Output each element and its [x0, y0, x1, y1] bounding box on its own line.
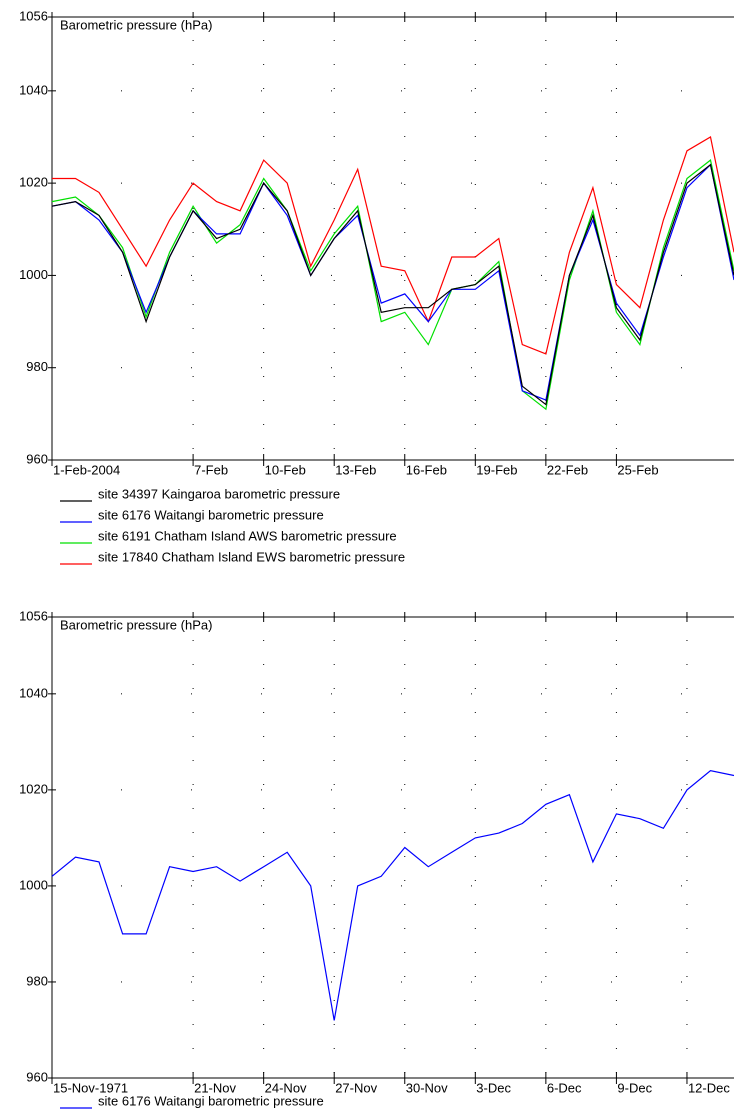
- x-tick-label: 15-Nov-1971: [53, 1080, 128, 1095]
- x-tick-label: 24-Nov: [265, 1080, 307, 1095]
- x-tick-label: 16-Feb: [406, 462, 447, 477]
- x-tick-label: 27-Nov: [335, 1080, 377, 1095]
- series-line: [52, 136, 734, 355]
- x-tick-label: 9-Dec: [617, 1080, 652, 1095]
- x-tick-label: 3-Dec: [476, 1080, 511, 1095]
- x-tick-label: 21-Nov: [194, 1080, 236, 1095]
- x-tick-label: 7-Feb: [194, 462, 228, 477]
- legend-label: site 17840 Chatham Island EWS barometric…: [98, 549, 405, 564]
- series-line: [51, 159, 734, 411]
- y-tick-label: 1020: [19, 175, 48, 190]
- y-tick-label: 1020: [19, 781, 48, 796]
- y-tick-label: 1056: [19, 608, 48, 623]
- chart-title: Barometric pressure (hPa): [60, 617, 212, 632]
- y-tick-label: 980: [26, 359, 48, 374]
- x-tick-label: 1-Feb-2004: [53, 462, 120, 477]
- y-tick-label: 960: [26, 1069, 48, 1084]
- x-tick-label: 13-Feb: [335, 462, 376, 477]
- legend-label: site 6176 Waitangi barometric pressure: [98, 1093, 324, 1108]
- y-tick-label: 1056: [19, 8, 48, 23]
- series-line: [51, 163, 734, 401]
- series-line: [51, 770, 734, 1021]
- y-tick-label: 980: [26, 973, 48, 988]
- legend-label: site 6191 Chatham Island AWS barometric …: [98, 528, 397, 543]
- x-tick-label: 25-Feb: [617, 462, 658, 477]
- y-tick-label: 960: [26, 451, 48, 466]
- legend-label: site 6176 Waitangi barometric pressure: [98, 507, 324, 522]
- x-tick-label: 22-Feb: [547, 462, 588, 477]
- y-tick-label: 1040: [19, 685, 48, 700]
- series-line: [51, 163, 734, 406]
- chart-title: Barometric pressure (hPa): [60, 17, 212, 32]
- y-tick-label: 1000: [19, 267, 48, 282]
- x-tick-label: 10-Feb: [265, 462, 306, 477]
- x-tick-label: 30-Nov: [406, 1080, 448, 1095]
- legend-label: site 34397 Kaingaroa barometric pressure: [98, 486, 340, 501]
- title-bg: [54, 618, 254, 634]
- y-tick-label: 1040: [19, 82, 48, 97]
- title-bg: [54, 18, 254, 34]
- x-tick-label: 6-Dec: [547, 1080, 582, 1095]
- x-tick-label: 12-Dec: [688, 1080, 730, 1095]
- y-tick-label: 1000: [19, 877, 48, 892]
- x-tick-label: 19-Feb: [476, 462, 517, 477]
